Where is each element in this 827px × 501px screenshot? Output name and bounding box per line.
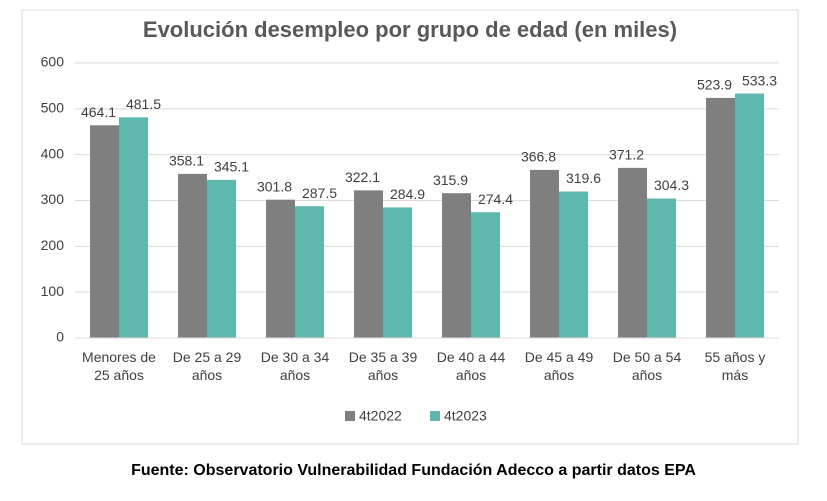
bar — [530, 169, 559, 338]
bar — [178, 173, 207, 338]
value-label: 523.9 — [697, 77, 732, 93]
bar — [90, 125, 119, 338]
value-label: 322.1 — [345, 169, 380, 185]
chart: Evolución desempleo por grupo de edad (e… — [21, 9, 799, 445]
bar — [647, 198, 676, 338]
x-tick-label-box: De 30 a 34 años — [260, 349, 330, 383]
bar — [207, 179, 236, 338]
x-tick-label: De 45 a 49 años — [524, 349, 594, 383]
y-tick-label: 600 — [41, 54, 65, 70]
x-tick-label-box: De 25 a 29 años — [172, 349, 242, 383]
y-tick-label: 200 — [41, 237, 65, 253]
bar — [119, 117, 148, 338]
value-label: 533.3 — [742, 72, 777, 88]
value-label: 371.2 — [609, 147, 644, 163]
bar — [442, 193, 471, 338]
value-label: 315.9 — [433, 172, 468, 188]
source-note: Fuente: Observatorio Vulnerabilidad Fund… — [131, 462, 696, 479]
y-tick-label: 100 — [41, 283, 65, 299]
value-label: 319.6 — [566, 170, 601, 186]
bar — [354, 190, 383, 338]
legend-swatch — [345, 411, 355, 421]
x-tick-label: De 40 a 44 años — [436, 349, 506, 383]
x-tick-label: De 25 a 29 años — [172, 349, 242, 383]
bar — [471, 212, 500, 338]
bar — [383, 207, 412, 338]
y-tick-label: 500 — [41, 100, 65, 116]
legend-label: 4t2023 — [444, 408, 487, 424]
x-tick-label-box: Menores de 25 años — [82, 349, 156, 383]
value-label: 304.3 — [654, 177, 689, 193]
y-tick-label: 300 — [41, 191, 65, 207]
legend-label: 4t2022 — [359, 408, 402, 424]
value-label: 345.1 — [214, 159, 249, 175]
bar — [295, 206, 324, 338]
value-label: 284.9 — [390, 186, 425, 202]
x-tick-label-box: De 40 a 44 años — [436, 349, 506, 383]
bar — [735, 93, 764, 338]
x-tick-label-box: De 45 a 49 años — [524, 349, 594, 383]
bar — [706, 97, 735, 338]
x-tick-label-box: De 50 a 54 años — [612, 349, 682, 383]
x-tick-label: De 50 a 54 años — [612, 349, 682, 383]
x-tick-label: De 30 a 34 años — [260, 349, 330, 383]
value-label: 287.5 — [302, 185, 337, 201]
chart-title: Evolución desempleo por grupo de edad (e… — [143, 17, 677, 42]
legend-swatch — [430, 411, 440, 421]
value-label: 358.1 — [169, 153, 204, 169]
value-label: 301.8 — [257, 178, 292, 194]
value-label: 481.5 — [126, 96, 161, 112]
value-label: 464.1 — [81, 104, 116, 120]
x-tick-label: Menores de 25 años — [82, 349, 156, 383]
x-tick-label: 55 años y más — [704, 349, 766, 383]
bar — [559, 191, 588, 338]
x-tick-label: De 35 a 39 años — [348, 349, 418, 383]
value-label: 366.8 — [521, 149, 556, 165]
y-tick-label: 400 — [41, 145, 65, 161]
value-label: 274.4 — [478, 191, 513, 207]
x-tick-label-box: 55 años y más — [704, 349, 766, 383]
bar — [266, 199, 295, 338]
bar — [618, 167, 647, 338]
x-tick-label-box: De 35 a 39 años — [348, 349, 418, 383]
y-tick-label: 0 — [56, 329, 64, 345]
